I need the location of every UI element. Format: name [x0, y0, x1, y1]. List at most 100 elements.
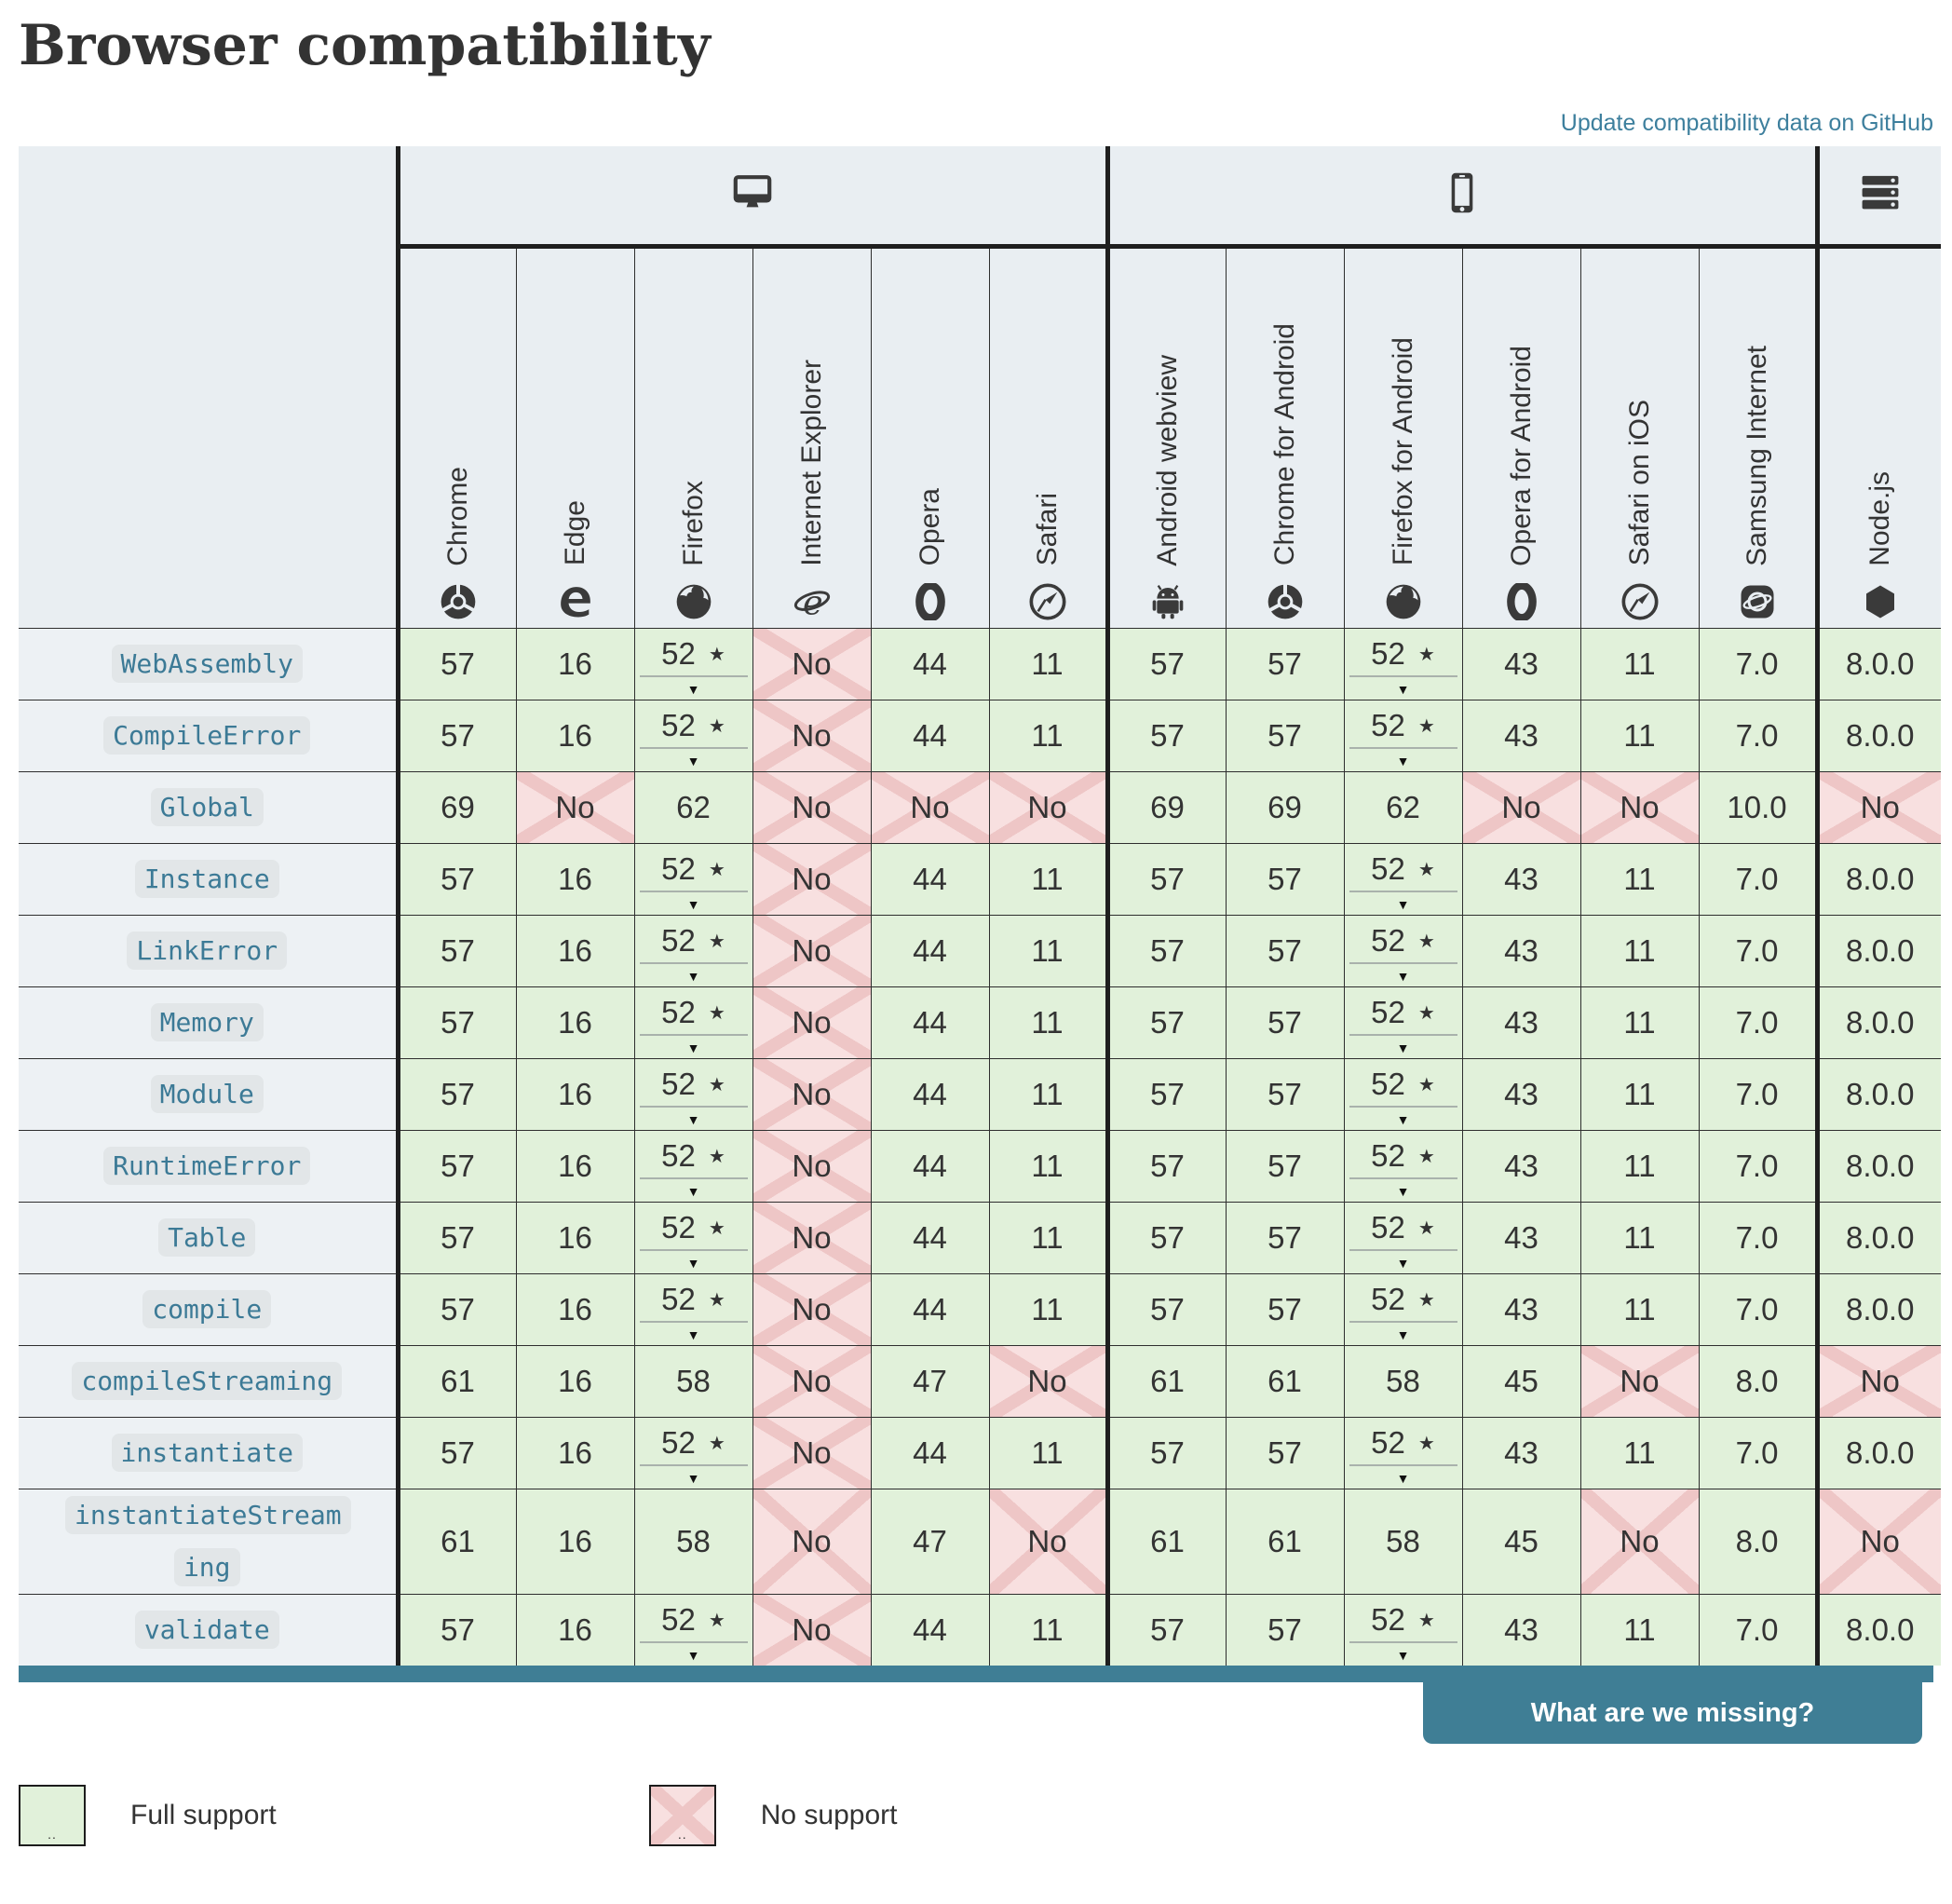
support-cell[interactable]: 52 ★ ▼ [633, 1593, 753, 1666]
support-cell[interactable]: 52 ★ ▼ [1343, 1129, 1463, 1203]
note-star-icon: ★ [1417, 1289, 1435, 1311]
feature-link[interactable]: CompileError [103, 715, 311, 755]
support-cell[interactable]: 52 ★ ▼ [633, 842, 753, 916]
support-value: 57 [1267, 861, 1302, 896]
support-value: 43 [1504, 1219, 1539, 1255]
support-value: 57 [1267, 932, 1302, 968]
support-value: No [792, 1219, 832, 1255]
support-value: No [792, 1523, 832, 1558]
support-cell: 16 [515, 1416, 635, 1489]
support-cell: 8.0 [1698, 1344, 1818, 1418]
support-cell: 57 [1225, 1416, 1345, 1489]
note-divider [1349, 890, 1457, 892]
support-cell[interactable]: 52 ★ ▼ [633, 1201, 753, 1274]
note-divider [1349, 1176, 1457, 1179]
support-cell[interactable]: 52 ★ ▼ [1343, 914, 1463, 987]
support-value: 57 [1267, 1435, 1302, 1470]
feature-link[interactable]: WebAssembly [111, 644, 303, 683]
support-cell[interactable]: 52 ★ ▼ [1343, 842, 1463, 916]
support-cell: 44 [870, 842, 990, 916]
support-cell: 11 [988, 1129, 1108, 1203]
support-value: No [792, 717, 832, 753]
support-value: 43 [1504, 1291, 1539, 1326]
support-cell: No [752, 770, 872, 844]
support-value: 45 [1504, 1523, 1539, 1558]
support-cell: 58 [1343, 1344, 1463, 1418]
note-divider [1349, 1641, 1457, 1643]
support-value: No [792, 861, 832, 896]
support-cell[interactable]: 52 ★ ▼ [633, 699, 753, 772]
support-cell[interactable]: 52 ★ ▼ [1343, 627, 1463, 700]
support-cell[interactable]: 52 ★ ▼ [1343, 1057, 1463, 1131]
support-cell: 57 [1225, 986, 1345, 1059]
support-cell[interactable]: 52 ★ ▼ [633, 986, 753, 1059]
support-cell[interactable]: 52 ★ ▼ [633, 1416, 753, 1489]
feature-link[interactable]: Instance [134, 859, 279, 898]
support-cell[interactable]: 52 ★ ▼ [633, 627, 753, 700]
support-cell: 57 [395, 699, 517, 772]
feature-link[interactable]: RuntimeError [103, 1146, 311, 1185]
feature-link[interactable]: instantiate [111, 1433, 303, 1472]
table-row: compile 57 16 52 ★ ▼ No 44 11 57 57 52 ★ ▼ 43 11 7.0 8.0.… [19, 1272, 1941, 1346]
support-cell: No [752, 1416, 872, 1489]
support-value: 44 [913, 717, 947, 753]
support-cell: 43 [1461, 627, 1581, 700]
feature-link[interactable]: Memory [150, 1002, 264, 1041]
feature-link[interactable]: compile [142, 1289, 272, 1328]
support-cell: No [752, 1272, 872, 1346]
support-cell: 8.0.0 [1814, 914, 1941, 987]
no-support-swatch: .. [648, 1785, 716, 1846]
feature-link[interactable]: instantiateStreaming [65, 1495, 351, 1586]
note-star-icon: ★ [708, 931, 725, 952]
support-cell[interactable]: 52 ★ ▼ [1343, 1272, 1463, 1346]
support-cell: 43 [1461, 699, 1581, 772]
update-compat-link[interactable]: Update compatibility data on GitHub [1560, 110, 1933, 136]
feature-link[interactable]: Table [158, 1217, 256, 1257]
support-cell: No [1579, 1488, 1700, 1595]
feature-link[interactable]: validate [134, 1610, 279, 1649]
note-star-icon: ★ [1417, 644, 1435, 665]
support-value: 57 [1150, 1612, 1185, 1647]
feature-link[interactable]: Module [150, 1074, 264, 1113]
support-value: 69 [441, 789, 475, 824]
legend-item: .. Full support [19, 1785, 277, 1846]
support-value: 43 [1504, 1004, 1539, 1040]
support-cell[interactable]: 52 ★ ▼ [1343, 699, 1463, 772]
support-cell: No [1461, 770, 1581, 844]
update-row: Update compatibility data on GitHub [19, 110, 1933, 137]
edge-icon [557, 581, 594, 620]
what-are-we-missing-button[interactable]: What are we missing? [1423, 1682, 1922, 1744]
support-value: 16 [558, 1004, 592, 1040]
support-value: No [1620, 789, 1660, 824]
support-cell[interactable]: 52 ★ ▼ [1343, 986, 1463, 1059]
feature-link[interactable]: Global [150, 787, 264, 826]
corner-cell [19, 146, 400, 629]
support-value: 16 [558, 861, 592, 896]
support-cell[interactable]: 52 ★ ▼ [1343, 1593, 1463, 1666]
note-divider [1349, 1463, 1457, 1466]
support-value: No [792, 1291, 832, 1326]
support-cell: 11 [1579, 1416, 1700, 1489]
support-cell[interactable]: 52 ★ ▼ [1343, 1201, 1463, 1274]
support-value: 16 [558, 1148, 592, 1183]
note-star-icon: ★ [1417, 1433, 1435, 1454]
support-cell[interactable]: 52 ★ ▼ [633, 1129, 753, 1203]
support-cell[interactable]: 52 ★ ▼ [633, 914, 753, 987]
support-cell[interactable]: 52 ★ ▼ [633, 1272, 753, 1346]
browser-column-header: Firefox [633, 246, 753, 629]
feature-label-cell: Table [19, 1201, 400, 1274]
support-value: 8.0.0 [1846, 1435, 1915, 1470]
support-value: 11 [1623, 717, 1656, 753]
feature-link[interactable]: LinkError [127, 931, 288, 970]
support-cell[interactable]: 52 ★ ▼ [1343, 1416, 1463, 1489]
support-cell: 69 [395, 770, 517, 844]
browser-name: Firefox [677, 480, 709, 566]
note-divider [639, 1320, 748, 1323]
expand-note-icon: ▼ [1396, 896, 1410, 912]
internet-explorer-icon: e [793, 581, 831, 620]
support-cell: 8.0.0 [1814, 986, 1941, 1059]
feature-link[interactable]: compileStreaming [72, 1361, 343, 1400]
browser-header-row: Chrome Edge Firefox Internet Explorer e Opera… [19, 246, 1941, 629]
support-cell[interactable]: 52 ★ ▼ [633, 1057, 753, 1131]
support-value: 57 [1267, 1291, 1302, 1326]
